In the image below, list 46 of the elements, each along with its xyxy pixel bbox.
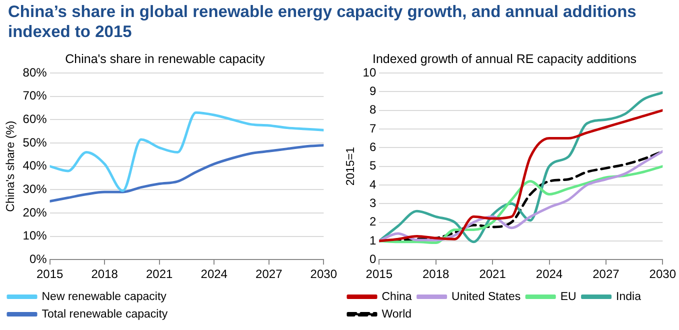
y-tick-label: 6 — [369, 140, 376, 154]
y-tick-label: 10% — [22, 228, 48, 243]
y-axis-title: 2015=1 — [345, 146, 358, 186]
chart-subtitle: China's share in renewable capacity — [65, 52, 266, 66]
x-tick-label: 2015 — [36, 267, 64, 282]
y-tick-label: 0 — [369, 252, 376, 266]
y-tick-label: 4 — [369, 177, 376, 192]
y-tick-label: 40% — [22, 158, 48, 173]
x-tick-label: 2021 — [479, 267, 506, 282]
legend-label: India — [616, 290, 642, 303]
x-tick-label: 2030 — [310, 267, 338, 282]
y-tick-label: 70% — [22, 88, 48, 103]
y-tick-label: 2 — [369, 214, 376, 229]
x-tick-label: 2018 — [422, 267, 450, 282]
y-tick-label: 1 — [369, 233, 376, 248]
line-series — [50, 144, 324, 203]
legend-label: Total renewable capacity — [42, 308, 168, 320]
y-tick-label: 5 — [369, 158, 376, 173]
y-tick-label: 20% — [22, 205, 48, 220]
y-tick-label: 10 — [362, 65, 376, 80]
y-tick-label: 3 — [369, 196, 376, 210]
y-axis-title: China's share (%) — [5, 120, 18, 212]
line-series — [50, 111, 324, 192]
x-tick-label: 2021 — [146, 267, 174, 282]
legend-label: China — [382, 290, 412, 303]
y-tick-label: 9 — [369, 84, 376, 98]
x-tick-label: 2018 — [91, 267, 118, 282]
chart-title: Indexed growth of annual RE capacity additions — [372, 52, 637, 66]
legend-label: EU — [560, 290, 576, 303]
x-tick-label: 2024 — [200, 267, 228, 282]
y-tick-label: 30% — [22, 182, 48, 196]
y-tick-label: 7 — [369, 121, 376, 136]
y-tick-label: 80% — [22, 65, 48, 80]
y-tick-label: 60% — [22, 112, 48, 126]
x-tick-label: 2030 — [649, 267, 676, 282]
y-tick-label: 0% — [29, 252, 48, 266]
y-tick-label: 50% — [22, 135, 48, 150]
x-tick-label: 2027 — [256, 267, 283, 282]
legend-label: New renewable capacity — [42, 290, 167, 303]
legend-label: United States — [452, 290, 521, 303]
x-tick-label: 2024 — [536, 267, 563, 282]
x-tick-label: 2027 — [592, 267, 620, 282]
legend-label: World — [382, 308, 412, 320]
chart-title: China’s share in global renewable energy capacity growth, and annual additions indexed to 2015 — [8, 2, 638, 42]
x-tick-label: 2015 — [366, 267, 393, 282]
y-tick-label: 8 — [369, 102, 376, 117]
